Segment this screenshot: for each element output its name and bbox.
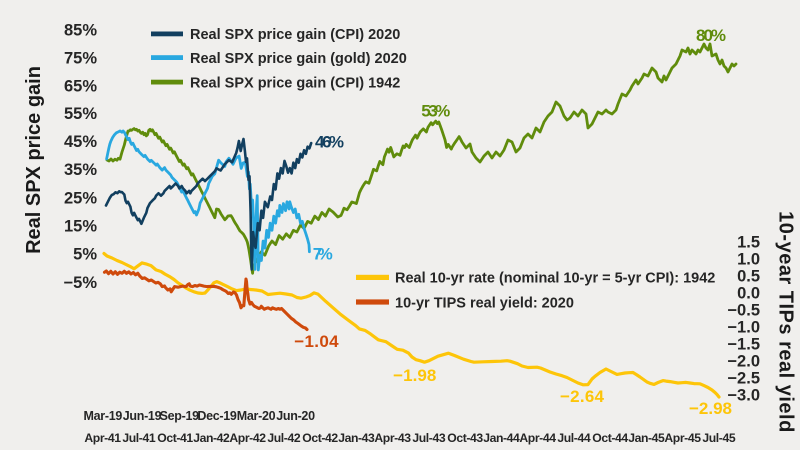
svg-text:46%: 46% (315, 133, 344, 152)
svg-text:Jan-44: Jan-44 (483, 431, 520, 445)
svg-text:−1.0: −1.0 (727, 319, 760, 337)
svg-text:−2.5: −2.5 (727, 370, 760, 388)
svg-text:Jan-43: Jan-43 (338, 431, 375, 445)
svg-text:−1.98: −1.98 (393, 366, 436, 385)
svg-text:Apr-42: Apr-42 (229, 431, 266, 445)
svg-text:75%: 75% (64, 50, 97, 68)
svg-text:25%: 25% (64, 190, 97, 208)
svg-text:Oct-43: Oct-43 (447, 431, 483, 445)
svg-text:Apr-44: Apr-44 (519, 431, 556, 445)
svg-text:1.5: 1.5 (737, 234, 760, 252)
svg-text:−2.64: −2.64 (560, 387, 605, 406)
svg-text:53%: 53% (421, 102, 450, 121)
svg-text:Real 10-yr rate (nominal 10-yr: Real 10-yr rate (nominal 10-yr = 5-yr CP… (395, 271, 715, 287)
svg-text:−5%: −5% (64, 274, 98, 292)
svg-text:Apr-41: Apr-41 (84, 431, 121, 445)
svg-text:7%: 7% (313, 245, 333, 264)
svg-text:Apr-43: Apr-43 (374, 431, 411, 445)
svg-text:Real SPX price gain (gold) 202: Real SPX price gain (gold) 2020 (190, 51, 407, 67)
svg-text:5%: 5% (73, 246, 97, 264)
svg-text:Jul-41: Jul-41 (122, 431, 155, 445)
svg-text:Real SPX price gain: Real SPX price gain (23, 66, 45, 254)
svg-text:1.0: 1.0 (737, 251, 760, 269)
svg-text:35%: 35% (64, 161, 97, 179)
svg-text:0.5: 0.5 (737, 268, 760, 286)
svg-text:Real SPX price gain (CPI) 2020: Real SPX price gain (CPI) 2020 (190, 27, 400, 43)
svg-text:−1.04: −1.04 (294, 332, 339, 351)
svg-text:Jul-45: Jul-45 (702, 431, 735, 445)
svg-text:Real SPX price gain (CPI) 1942: Real SPX price gain (CPI) 1942 (190, 76, 400, 92)
svg-text:−0.5: −0.5 (727, 302, 760, 320)
svg-text:−2.98: −2.98 (689, 399, 732, 418)
svg-text:Jan-45: Jan-45 (628, 431, 665, 445)
svg-text:Sep-19: Sep-19 (160, 409, 200, 423)
svg-text:15%: 15% (64, 218, 97, 236)
svg-text:Jul-42: Jul-42 (267, 431, 300, 445)
svg-text:65%: 65% (64, 78, 97, 96)
svg-text:10-year TIPs real yield: 10-year TIPs real yield (775, 211, 797, 433)
svg-text:10-yr TIPS real yield: 2020: 10-yr TIPS real yield: 2020 (395, 296, 574, 312)
svg-text:85%: 85% (64, 22, 97, 40)
svg-text:−2.0: −2.0 (727, 353, 760, 371)
svg-text:−3.0: −3.0 (727, 387, 760, 405)
svg-text:Mar-20: Mar-20 (237, 409, 276, 423)
svg-text:Jul-43: Jul-43 (412, 431, 445, 445)
svg-text:80%: 80% (696, 26, 726, 45)
svg-text:Apr-45: Apr-45 (664, 431, 701, 445)
svg-text:Oct-42: Oct-42 (302, 431, 338, 445)
svg-text:0.0: 0.0 (737, 285, 760, 303)
svg-text:55%: 55% (64, 105, 97, 123)
svg-text:Dec-19: Dec-19 (197, 409, 237, 423)
svg-text:45%: 45% (64, 133, 97, 151)
svg-text:Jun-19: Jun-19 (123, 409, 162, 423)
svg-text:−1.5: −1.5 (727, 336, 760, 354)
svg-text:Jul-44: Jul-44 (557, 431, 590, 445)
svg-text:Jun-20: Jun-20 (276, 409, 315, 423)
svg-text:Jan-42: Jan-42 (193, 431, 230, 445)
svg-text:Oct-44: Oct-44 (592, 431, 628, 445)
svg-text:Mar-19: Mar-19 (84, 409, 123, 423)
svg-text:Oct-41: Oct-41 (157, 431, 193, 445)
